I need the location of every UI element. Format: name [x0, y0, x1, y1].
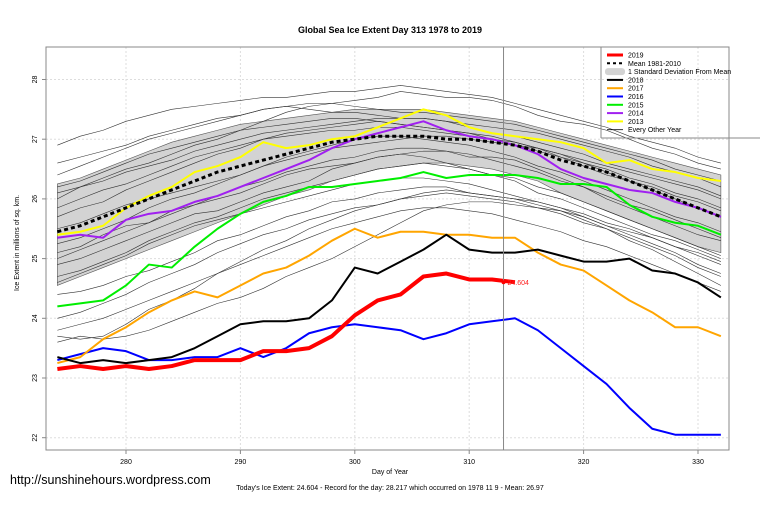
- every-other-year-line: [57, 91, 721, 200]
- legend-item: 2014: [607, 111, 644, 118]
- legend-label: 2016: [628, 94, 644, 101]
- legend-label: 2018: [628, 77, 644, 84]
- plot-frame: [45, 46, 730, 451]
- series-line-2014: [57, 120, 722, 239]
- every-other-year-line: [57, 118, 721, 194]
- legend-label: 2014: [628, 111, 644, 118]
- legend-label: Every Other Year: [628, 127, 682, 134]
- y-tick-label: 25: [32, 255, 39, 263]
- every-other-year-line: [57, 147, 721, 259]
- sd-band: [57, 109, 722, 286]
- current-value-annotation: 24.604: [501, 280, 530, 287]
- x-tick-label: 320: [578, 459, 590, 466]
- legend-item: 2017: [607, 86, 644, 93]
- every-other-year-line: [57, 106, 721, 197]
- x-tick-label: 310: [463, 459, 475, 466]
- series-line-mean-1981-2010: [56, 134, 722, 234]
- x-axis-label: Day of Year: [372, 469, 409, 476]
- y-tick-label: 28: [32, 76, 39, 84]
- series-lines: [56, 108, 722, 436]
- every-other-year-line: [57, 126, 721, 209]
- legend-item: 2013: [607, 119, 644, 126]
- series-line-2013: [57, 108, 722, 236]
- legend-label: 2013: [628, 119, 644, 126]
- legend-item: 2015: [607, 102, 644, 109]
- every-other-year-line: [57, 186, 721, 295]
- every-other-year-line: [57, 201, 721, 343]
- legend-item: 2016: [607, 94, 644, 101]
- every-other-year-line: [57, 135, 721, 230]
- series-line-2019: [57, 271, 516, 372]
- every-other-year-lines: [57, 85, 722, 343]
- y-axis-label: Ice Extent in millions of sq. km.: [14, 195, 21, 291]
- every-other-year-line: [57, 162, 721, 277]
- legend-item: Mean 1981-2010: [607, 61, 681, 68]
- series-line-2016: [57, 317, 721, 436]
- y-tick-label: 24: [32, 314, 39, 322]
- legend-label: Mean 1981-2010: [628, 61, 681, 68]
- every-other-year-line: [57, 85, 721, 164]
- legend-item: 2018: [607, 77, 644, 84]
- every-other-year-line: [57, 150, 721, 265]
- series-line-2017: [57, 227, 722, 365]
- y-axis-ticks: 22 23 24 25 26 27 28: [32, 76, 46, 442]
- y-tick-label: 23: [32, 374, 39, 382]
- current-value-dot: [501, 280, 506, 285]
- series-line-2018: [57, 233, 722, 365]
- y-tick-label: 26: [32, 195, 39, 203]
- footer-summary: Today's Ice Extent: 24.604 - Record for …: [236, 485, 544, 492]
- legend-item: 2019: [607, 53, 644, 60]
- sd-band-area: [57, 109, 722, 286]
- y-tick-label: 22: [32, 434, 39, 442]
- chart-title: Global Sea Ice Extent Day 313 1978 to 20…: [298, 25, 482, 35]
- legend-label: 2015: [628, 102, 644, 109]
- legend-label: 2019: [628, 53, 644, 60]
- legend-item: 1 Standard Deviation From Mean: [605, 68, 731, 76]
- x-tick-label: 280: [120, 459, 132, 466]
- legend-label: 1 Standard Deviation From Mean: [628, 69, 731, 76]
- x-tick-label: 290: [235, 459, 247, 466]
- y-tick-label: 27: [32, 135, 39, 143]
- x-tick-label: 330: [692, 459, 704, 466]
- current-value-label: 24.604: [508, 280, 530, 287]
- watermark-url: http://sunshinehours.wordpress.com: [10, 473, 211, 487]
- every-other-year-line: [57, 103, 721, 182]
- legend-swatch: [605, 68, 625, 76]
- x-axis-ticks: 280 290 300 310 320 330: [120, 450, 704, 466]
- series-line-2015: [57, 171, 722, 308]
- every-other-year-line: [57, 207, 721, 331]
- x-tick-label: 300: [349, 459, 361, 466]
- legend-label: 2017: [628, 86, 644, 93]
- legend-item: Every Other Year: [607, 127, 682, 134]
